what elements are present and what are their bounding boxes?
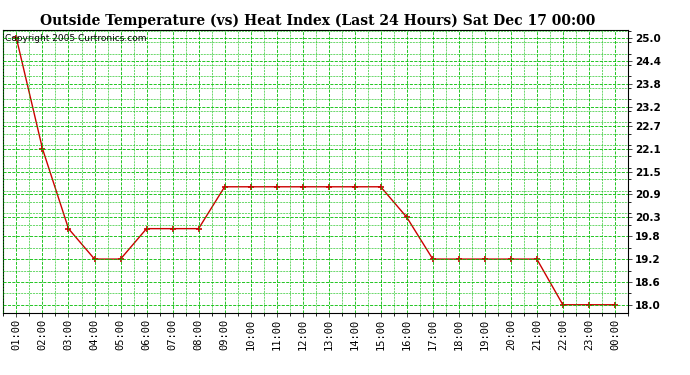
Text: Copyright 2005 Curtronics.com: Copyright 2005 Curtronics.com: [6, 34, 147, 43]
Text: Outside Temperature (vs) Heat Index (Last 24 Hours) Sat Dec 17 00:00: Outside Temperature (vs) Heat Index (Las…: [40, 13, 595, 27]
